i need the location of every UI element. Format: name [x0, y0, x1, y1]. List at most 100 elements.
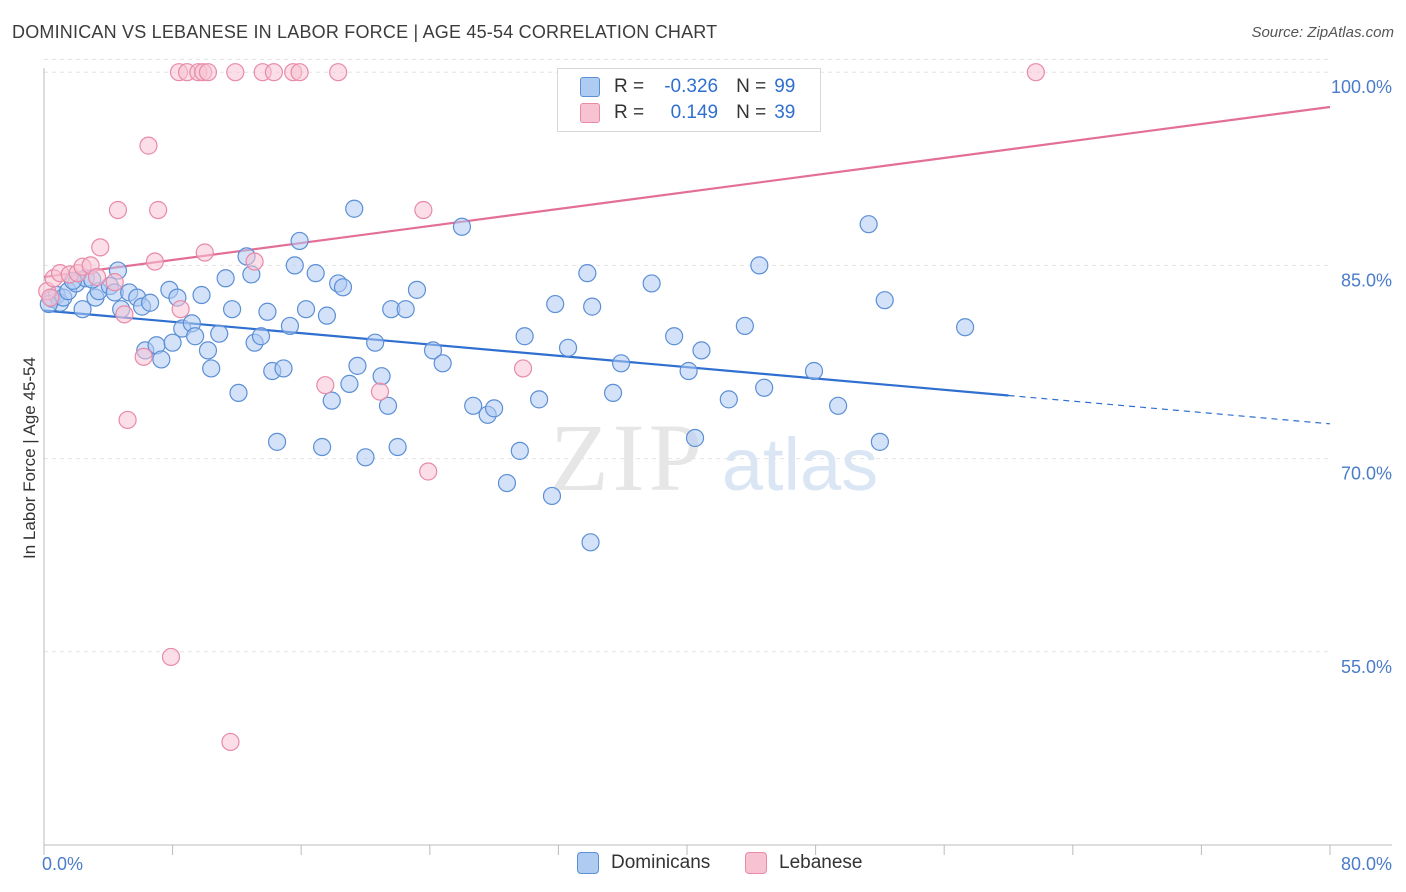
data-point [210, 324, 229, 343]
data-point [163, 333, 182, 352]
data-point [366, 333, 385, 352]
y-tick-label: 85.0% [1341, 270, 1392, 290]
legend-label-lebanese: Lebanese [779, 852, 863, 873]
trend-line-extension [1008, 394, 1331, 425]
legend-r-label: R = [614, 76, 645, 97]
data-point [274, 359, 293, 378]
data-point [108, 200, 128, 220]
series-legend: Dominicans Lebanese [0, 852, 1406, 878]
data-point [198, 63, 218, 82]
x-tick-label: 80.0% [1341, 854, 1392, 874]
source-label: Source: ZipAtlas.com [1251, 24, 1394, 41]
data-point [581, 533, 600, 552]
data-point [804, 361, 824, 381]
data-point [222, 300, 242, 319]
data-point [542, 486, 562, 506]
legend-r-value: 0.149 [670, 102, 719, 123]
data-point [955, 318, 975, 337]
data-point [578, 264, 597, 283]
data-point [583, 297, 602, 316]
data-point [296, 300, 316, 319]
data-point [229, 383, 248, 403]
watermark-atlas: atlas [722, 423, 878, 506]
data-point [370, 382, 390, 401]
data-point [497, 473, 517, 493]
data-point [140, 293, 160, 312]
data-point [221, 732, 240, 752]
legend-swatch-dominicans [577, 852, 599, 874]
data-point [258, 302, 277, 321]
data-point [216, 269, 235, 288]
data-point [870, 432, 890, 451]
data-point [139, 136, 158, 155]
y-tick-label: 55.0% [1341, 657, 1392, 677]
data-point [251, 327, 271, 346]
legend-row-lebanese: R = 0.149 N = 39 [580, 100, 795, 126]
data-point [340, 374, 359, 393]
data-point [161, 647, 181, 667]
data-point [755, 378, 774, 397]
legend-r-value: -0.326 [664, 76, 719, 97]
axes [43, 68, 1392, 855]
data-point [510, 441, 529, 460]
data-point [105, 273, 124, 292]
legend-n-value: 99 [774, 76, 796, 97]
y-axis-label: In Labor Force | Age 45-54 [20, 357, 39, 559]
data-point [264, 63, 283, 82]
data-point [372, 367, 391, 386]
data-point [285, 256, 304, 275]
data-point [530, 390, 549, 409]
data-point [452, 217, 472, 236]
data-point [859, 215, 878, 234]
data-point [419, 462, 438, 481]
data-point [145, 252, 165, 271]
legend-label-dominicans: Dominicans [611, 852, 711, 873]
data-point [198, 341, 218, 360]
data-point [345, 199, 364, 218]
data-point [679, 361, 698, 381]
data-point [149, 200, 168, 220]
data-point [611, 354, 631, 373]
x-tick-label: 0.0% [42, 854, 83, 874]
gridlines [44, 58, 1330, 653]
data-point [407, 280, 427, 299]
data-point [414, 200, 433, 220]
data-point [546, 294, 565, 314]
data-point [423, 341, 443, 360]
data-point [665, 327, 684, 346]
data-point [356, 448, 375, 467]
data-point [750, 256, 769, 275]
data-point [1026, 63, 1045, 82]
data-point [245, 252, 264, 271]
legend-item-lebanese[interactable]: Lebanese [745, 852, 862, 874]
data-point [290, 63, 309, 82]
correlation-legend: R = -0.326 N = 99 R = 0.149 N = 39 [557, 68, 821, 132]
data-point [558, 338, 578, 357]
data-point [306, 264, 325, 283]
legend-item-dominicans[interactable]: Dominicans [577, 852, 710, 874]
data-point [642, 274, 661, 293]
series-dominicans [39, 199, 975, 552]
y-tick-label: 70.0% [1341, 464, 1392, 484]
data-point [195, 243, 214, 262]
data-point [152, 350, 171, 369]
watermark-zip: ZIP [550, 404, 706, 511]
data-point [348, 356, 367, 375]
data-point [87, 267, 107, 287]
data-point [433, 354, 452, 373]
data-point [226, 63, 245, 82]
data-point [603, 383, 623, 403]
data-point [41, 288, 60, 307]
legend-row-dominicans: R = -0.326 N = 99 [580, 74, 795, 100]
legend-r-label: R = [614, 102, 645, 123]
data-point [317, 306, 337, 325]
legend-n-label: N = [736, 76, 767, 97]
legend-swatch-dominicans [580, 77, 600, 97]
data-point [485, 399, 504, 418]
data-point [290, 231, 309, 251]
trend-lines [43, 105, 1331, 425]
data-point [322, 391, 341, 410]
data-point [685, 428, 705, 448]
data-point [192, 285, 211, 305]
